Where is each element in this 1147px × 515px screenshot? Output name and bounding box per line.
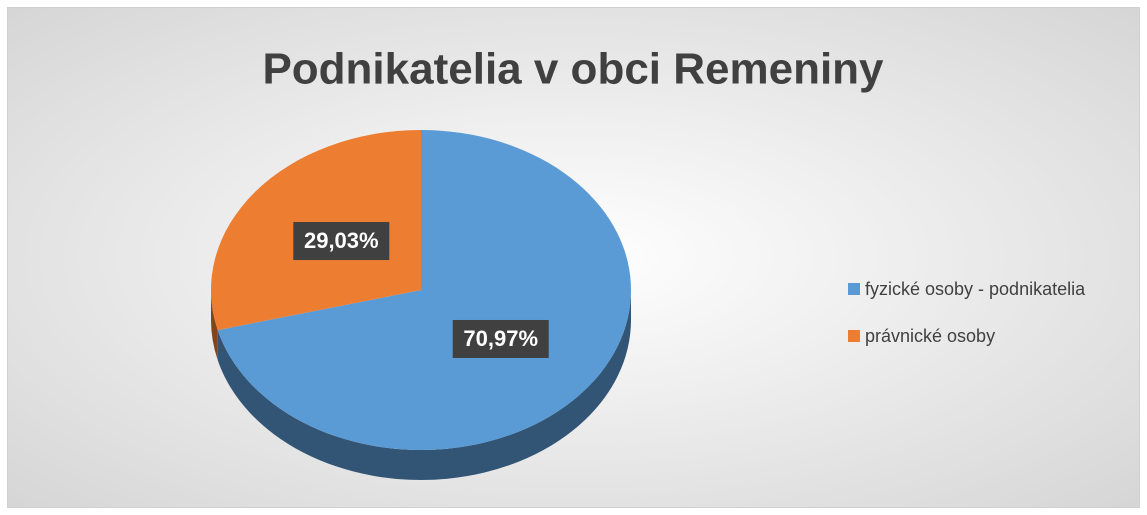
data-label-box: [293, 222, 390, 261]
pie-side: [211, 290, 218, 361]
legend-label: právnické osoby: [865, 326, 995, 346]
pie-slice: [217, 130, 632, 450]
data-label-box: [452, 319, 549, 358]
data-label: 70,97%: [463, 326, 538, 351]
legend-swatch: [848, 330, 860, 342]
data-label: 29,03%: [304, 228, 379, 253]
chart-title: Podnikatelia v obci Remeniny: [262, 45, 884, 94]
legend-label: fyzické osoby - podnikatelia: [865, 279, 1086, 299]
pie-side: [217, 290, 631, 481]
legend-swatch: [848, 283, 860, 295]
